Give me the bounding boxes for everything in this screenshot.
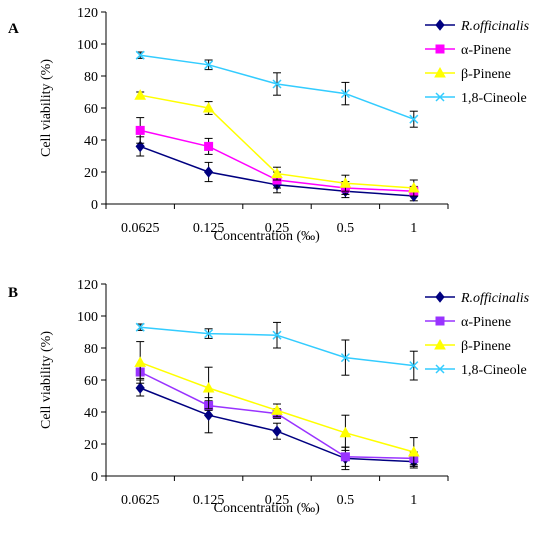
data-point — [203, 166, 214, 178]
legend-entry: β-Pinene — [425, 338, 511, 354]
y-axis-label: Cell viability (%) — [39, 59, 54, 157]
y-tick-label: 40 — [84, 134, 98, 149]
x-tick-label: 0.0625 — [121, 493, 160, 508]
legend-entry: 1,8-Cineole — [425, 91, 527, 106]
x-tick-label: 0.125 — [193, 221, 225, 236]
data-point — [135, 50, 145, 60]
legend-marker — [435, 92, 445, 102]
legend-marker — [435, 316, 445, 326]
legend-label: α-Pinene — [461, 315, 511, 330]
legend-label: R.officinalis — [460, 19, 530, 34]
x-tick-label: 0.25 — [265, 493, 290, 508]
x-tick-label: 0.25 — [265, 221, 290, 236]
data-point — [135, 125, 145, 135]
panel-label: B — [8, 285, 18, 301]
y-tick-label: 20 — [84, 438, 98, 453]
x-tick-label: 0.5 — [337, 493, 355, 508]
data-point — [135, 140, 145, 153]
data-point — [340, 89, 350, 99]
legend-entry: β-Pinene — [425, 66, 511, 82]
y-tick-label: 80 — [84, 342, 98, 357]
legend-marker — [435, 291, 445, 303]
x-tick-label: 1 — [410, 221, 417, 236]
x-axis-label: Concentration (‰) — [214, 229, 320, 244]
data-point — [134, 356, 147, 367]
y-tick-label: 60 — [84, 374, 98, 389]
chart-panel-b: B 0 20 40 60 80 100 120 0.0625 0.125 0.25 0.5 1 Conce… — [8, 278, 530, 516]
data-point — [271, 167, 283, 179]
legend-label: β-Pinene — [461, 67, 511, 82]
data-point — [409, 114, 419, 124]
data-point — [340, 353, 350, 363]
data-point — [407, 181, 420, 193]
data-point — [203, 409, 214, 422]
data-point — [271, 404, 283, 415]
data-point — [340, 452, 350, 462]
legend-marker — [435, 19, 445, 31]
legend-marker — [434, 66, 446, 78]
data-point — [202, 381, 215, 393]
x-tick-label: 0.125 — [193, 493, 225, 508]
legend-label: α-Pinene — [461, 43, 511, 58]
series-1-8-cineole — [135, 321, 419, 381]
x-tick-label: 0.0625 — [121, 221, 160, 236]
y-tick-label: 100 — [77, 38, 98, 53]
legend-entry: α-Pinene — [425, 43, 511, 58]
chart-panel-a: A 0 20 40 60 80 100 120 0.0625 0.125 0.25 0.5 1 Conce… — [8, 6, 530, 244]
data-point — [339, 177, 352, 188]
y-tick-label: 60 — [84, 102, 98, 117]
legend-label: 1,8-Cineole — [461, 363, 527, 378]
data-point — [135, 382, 145, 394]
x-tick-label: 0.5 — [337, 221, 355, 236]
data-point — [134, 89, 147, 100]
series--pinene — [134, 341, 420, 467]
series--pinene — [135, 117, 419, 197]
data-point — [409, 361, 419, 371]
legend-marker — [435, 44, 445, 54]
y-tick-label: 120 — [77, 6, 98, 21]
data-point — [204, 60, 214, 70]
x-tick-label: 1 — [410, 493, 417, 508]
series-r-officinalis — [135, 379, 419, 471]
legend-entry: 1,8-Cineole — [425, 363, 527, 378]
legend-label: 1,8-Cineole — [461, 91, 527, 106]
y-tick-label: 0 — [91, 198, 98, 213]
y-tick-label: 40 — [84, 406, 98, 421]
data-point — [204, 141, 214, 151]
y-tick-label: 100 — [77, 310, 98, 325]
series-1-8-cineole — [135, 50, 419, 128]
y-tick-label: 120 — [77, 278, 98, 293]
legend-marker — [435, 364, 445, 374]
panel-label: A — [8, 21, 19, 37]
x-axis-label: Concentration (‰) — [214, 501, 320, 516]
series--pinene — [134, 89, 420, 197]
y-tick-label: 20 — [84, 166, 98, 181]
legend-entry: α-Pinene — [425, 315, 511, 330]
data-point — [202, 101, 215, 113]
data-point — [204, 329, 214, 339]
legend-entry: R.officinalis — [425, 291, 530, 306]
data-point — [272, 79, 282, 89]
data-point — [339, 426, 352, 438]
y-axis-label: Cell viability (%) — [39, 331, 54, 429]
legend-label: R.officinalis — [460, 291, 530, 306]
data-point — [272, 425, 282, 438]
legend-entry: R.officinalis — [425, 19, 530, 34]
legend-marker — [434, 338, 446, 350]
data-point — [407, 445, 420, 457]
data-point — [272, 330, 282, 340]
data-point — [135, 322, 145, 332]
y-tick-label: 80 — [84, 70, 98, 85]
legend-label: β-Pinene — [461, 339, 511, 354]
y-tick-label: 0 — [91, 470, 98, 485]
